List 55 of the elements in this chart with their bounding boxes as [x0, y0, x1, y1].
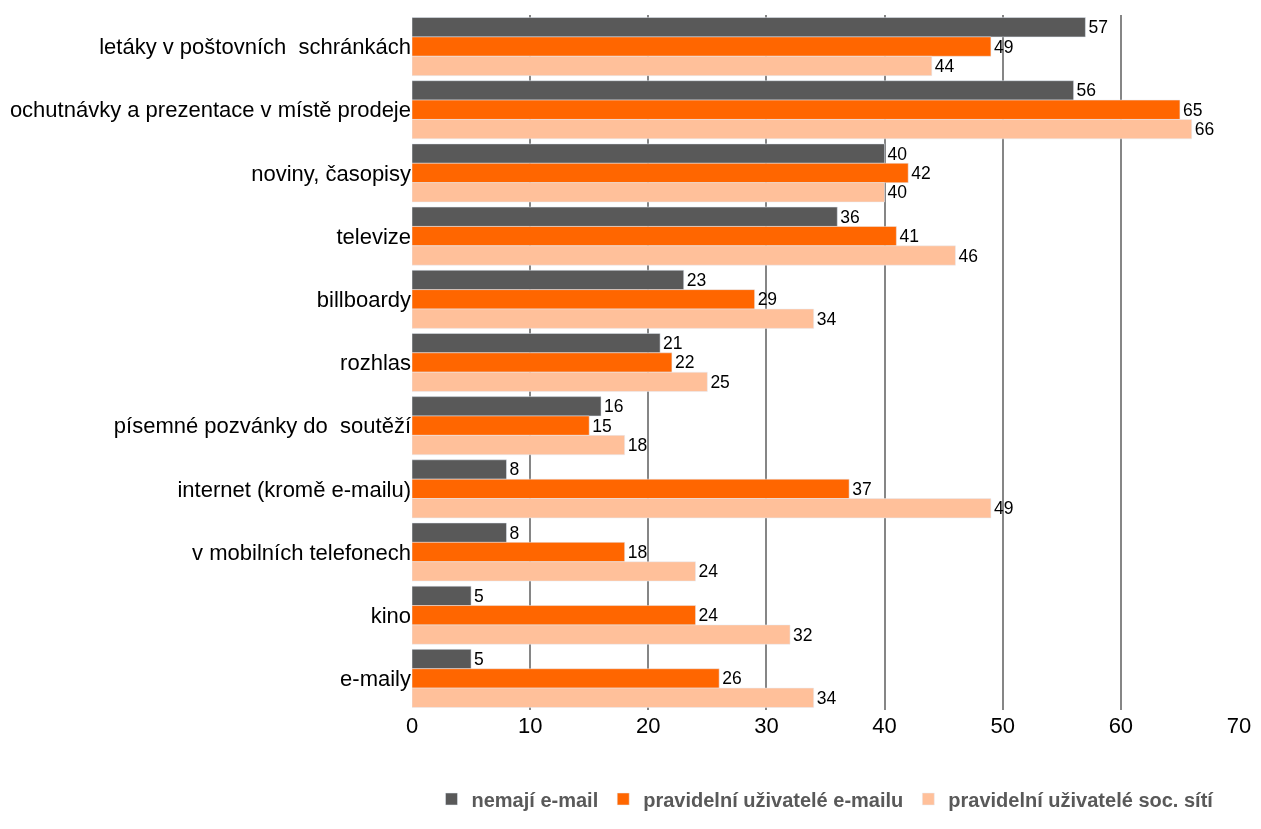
data-label: 32	[793, 624, 813, 645]
data-label: 34	[816, 687, 837, 708]
legend-label: pravidelní uživatelé e-mailu	[643, 788, 904, 811]
y-tick-label: kino	[370, 602, 411, 628]
data-label: 65	[1182, 99, 1203, 120]
data-label: 56	[1076, 80, 1097, 101]
data-label: 22	[674, 352, 695, 373]
data-label: 40	[887, 143, 908, 164]
data-label: 26	[722, 668, 742, 689]
y-tick-label: billboardy	[316, 287, 411, 313]
y-tick-label: letáky v poštovních schránkách	[99, 34, 411, 60]
legend-label: nemají e-mail	[471, 788, 599, 811]
data-label: 40	[887, 182, 908, 203]
data-label: 44	[934, 55, 955, 76]
data-label: 21	[663, 333, 683, 354]
y-tick-label: rozhlas	[340, 350, 411, 376]
data-label: 5	[474, 649, 484, 670]
data-label: 16	[604, 396, 624, 417]
y-tick-label: noviny, časopisy	[251, 160, 411, 186]
data-label: 8	[509, 522, 520, 543]
y-tick-label: internet (kromě e-mailu)	[177, 476, 411, 502]
data-label: 49	[993, 36, 1014, 57]
data-label: 57	[1088, 17, 1108, 38]
data-label: 24	[698, 561, 719, 582]
y-tick-label: e-maily	[340, 666, 411, 692]
x-tick-label: 30	[754, 713, 779, 738]
y-tick-label: v mobilních telefonech	[192, 539, 411, 565]
data-label: 15	[592, 415, 612, 436]
data-label: 5	[474, 585, 484, 606]
data-label: 25	[710, 371, 730, 392]
data-label: 41	[899, 226, 919, 247]
y-tick-label: písemné pozvánky do soutěží	[113, 413, 411, 439]
data-label: 18	[627, 542, 648, 563]
legend-label: pravidelní uživatelé soc. sítí	[948, 788, 1215, 811]
data-label: 18	[627, 435, 648, 456]
data-label: 34	[816, 308, 837, 329]
data-label: 24	[698, 605, 719, 626]
data-label: 46	[958, 245, 978, 266]
y-tick-label: televize	[336, 223, 411, 249]
x-tick-label: 20	[636, 713, 661, 738]
y-tick-label: ochutnávky a prezentace v místě prodeje	[9, 97, 411, 123]
data-label: 23	[686, 269, 707, 290]
x-tick-label: 60	[1108, 713, 1134, 738]
data-label: 36	[840, 206, 860, 227]
data-label: 37	[852, 478, 872, 499]
x-tick-label: 40	[872, 713, 897, 738]
data-label: 49	[993, 498, 1014, 519]
data-label: 8	[509, 459, 520, 480]
x-tick-label: 50	[990, 713, 1015, 738]
x-tick-label: 70	[1226, 713, 1252, 738]
data-label: 42	[911, 162, 931, 183]
data-label: 29	[757, 289, 778, 310]
x-tick-label: 0	[405, 713, 419, 738]
x-tick-label: 10	[517, 713, 543, 738]
data-label: 66	[1194, 119, 1215, 140]
